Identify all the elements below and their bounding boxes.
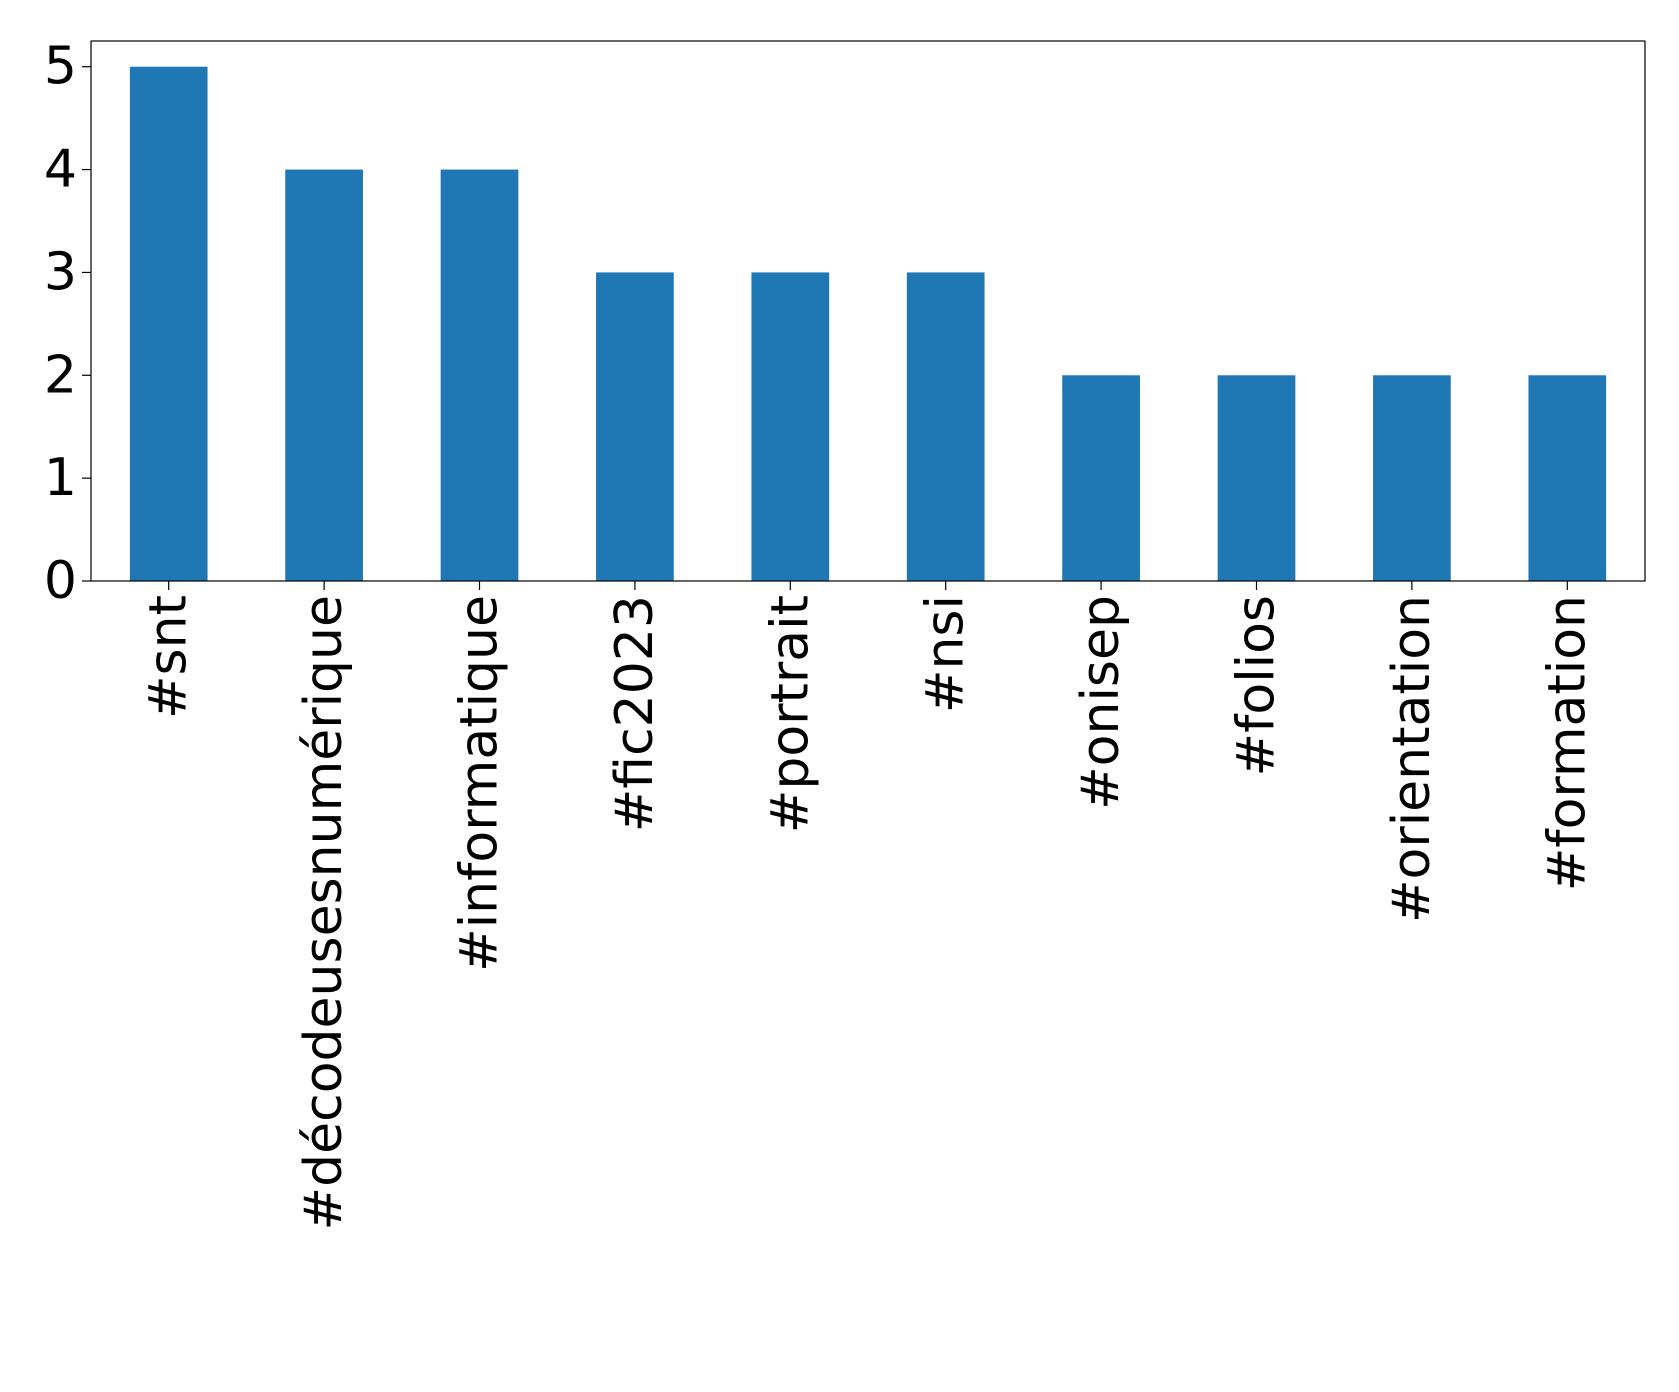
y-tick-label: 4 [44, 140, 77, 200]
y-tick-label: 5 [44, 37, 77, 97]
y-tick-label: 2 [44, 345, 77, 405]
y-tick-label: 1 [44, 448, 77, 508]
bar [129, 66, 208, 581]
y-tick-label: 3 [44, 242, 77, 302]
x-tick-label: #formation [1537, 595, 1597, 891]
y-tick-label: 0 [44, 551, 77, 611]
plot-frame [90, 40, 1646, 582]
x-tick-label: #onisep [1071, 595, 1131, 810]
x-tick-label: #nsi [916, 595, 976, 713]
x-tick-label: #décodeusesnumérique [294, 595, 354, 1230]
x-tick-label: #informatique [450, 595, 510, 972]
bar [596, 272, 674, 581]
bar [1062, 375, 1140, 581]
bar [285, 169, 363, 582]
bar [1528, 375, 1607, 581]
x-tick-label: #folios [1227, 595, 1287, 777]
bar [1217, 375, 1296, 581]
bar [1373, 375, 1451, 581]
bar [906, 272, 985, 581]
x-tick-label: #fic2023 [605, 595, 665, 832]
x-tick-label: #orientation [1382, 595, 1442, 923]
x-tick-label: #portrait [760, 595, 820, 833]
bar [751, 272, 830, 581]
bar [440, 169, 519, 582]
x-tick-label: #snt [139, 595, 199, 719]
